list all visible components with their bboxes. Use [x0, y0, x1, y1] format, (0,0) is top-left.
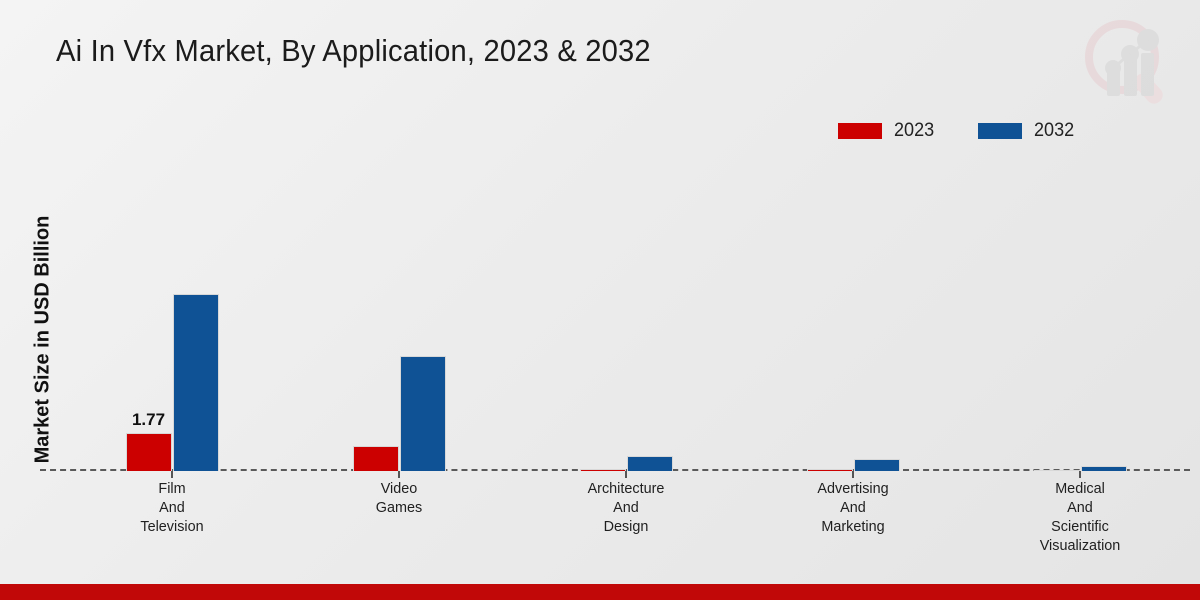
x-axis-tick-3 — [852, 471, 854, 478]
bar-2032-2[interactable] — [626, 456, 673, 471]
legend-swatch-2023 — [838, 123, 882, 139]
x-axis-label-4: Medical And Scientific Visualization — [1039, 480, 1121, 554]
x-axis-label-3: Advertising And Marketing — [817, 480, 889, 535]
x-axis-tick-2 — [625, 471, 627, 478]
bar-group-3: Advertising And Marketing — [743, 160, 963, 535]
bar-group-4: Medical And Scientific Visualization — [970, 160, 1190, 554]
x-axis-tick-0 — [171, 471, 173, 478]
x-axis-label-2: Architecture And Design — [587, 480, 665, 535]
plot-area: 1.77 Film And Television Video Games Arc… — [40, 160, 1190, 554]
chart-legend: 2023 2032 — [838, 120, 1077, 142]
page-title: Ai In Vfx Market, By Application, 2023 &… — [56, 33, 651, 68]
bar-value-2023-0: 1.77 — [131, 410, 166, 429]
bar-2032-1[interactable] — [399, 356, 446, 471]
bar-2023-3[interactable] — [806, 469, 853, 471]
x-axis-tick-1 — [398, 471, 400, 478]
bar-2023-4[interactable] — [1033, 470, 1080, 471]
legend-label-2032: 2032 — [1034, 120, 1075, 141]
bar-2023-2[interactable] — [579, 469, 626, 471]
bar-group-0: 1.77 Film And Television — [62, 160, 282, 535]
legend-swatch-2032 — [978, 123, 1023, 139]
footer-bar — [0, 584, 1200, 600]
x-axis-label-0: Film And Television — [140, 480, 204, 535]
bar-2023-1[interactable] — [352, 446, 399, 471]
market-research-logo-watermark — [1072, 10, 1182, 115]
x-axis-tick-4 — [1079, 471, 1081, 478]
legend-label-2023: 2023 — [894, 120, 935, 141]
bar-2023-0[interactable]: 1.77 — [125, 410, 172, 471]
x-axis-label-1: Video Games — [375, 480, 423, 516]
legend-item-2023[interactable]: 2023 — [838, 120, 936, 142]
bar-group-1: Video Games — [289, 160, 509, 516]
bar-2032-0[interactable] — [172, 294, 219, 471]
bar-2032-4[interactable] — [1080, 466, 1127, 471]
legend-item-2032[interactable]: 2032 — [978, 120, 1076, 142]
bar-2032-3[interactable] — [853, 459, 900, 471]
bar-group-2: Architecture And Design — [516, 160, 736, 535]
logo-icon — [1085, 20, 1163, 104]
